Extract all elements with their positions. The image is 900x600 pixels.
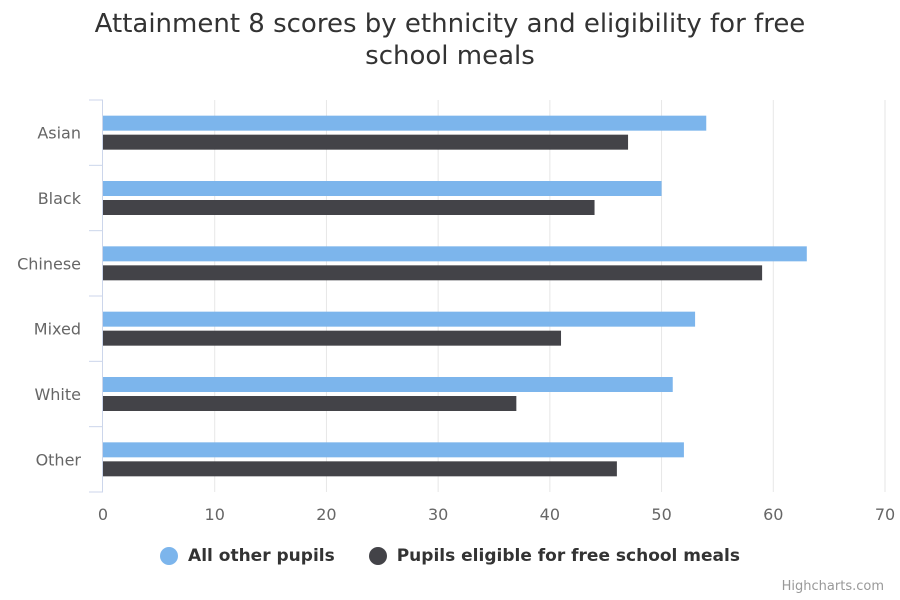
legend-item-all-other-pupils[interactable]: All other pupils (160, 546, 335, 566)
legend-label: Pupils eligible for free school meals (396, 546, 740, 566)
x-tick-label: 70 (875, 505, 895, 524)
y-tick-label: White (34, 385, 81, 404)
x-tick-label: 50 (651, 505, 671, 524)
y-tick-label: Mixed (34, 320, 81, 339)
x-tick-label: 40 (540, 505, 560, 524)
bar-fsm-pupils-other[interactable] (103, 461, 617, 477)
legend-label: All other pupils (188, 546, 335, 566)
legend-symbol-all-other-pupils (160, 547, 179, 565)
y-tick-label: Black (38, 189, 82, 208)
bar-all-other-pupils-black[interactable] (103, 181, 662, 196)
x-tick-label: 20 (316, 505, 336, 524)
y-tick-label: Other (36, 450, 82, 469)
bar-fsm-pupils-black[interactable] (103, 200, 595, 215)
legend-symbol-fsm-pupils (368, 547, 387, 565)
bar-all-other-pupils-white[interactable] (103, 377, 673, 392)
bar-fsm-pupils-mixed[interactable] (103, 330, 562, 346)
bar-all-other-pupils-chinese[interactable] (103, 246, 807, 262)
bar-fsm-pupils-chinese[interactable] (103, 265, 763, 281)
legend-item-fsm-pupils[interactable]: Pupils eligible for free school meals (368, 546, 740, 566)
x-tick-label: 10 (205, 505, 225, 524)
y-tick-label: Chinese (17, 254, 81, 273)
x-tick-label: 60 (763, 505, 783, 524)
bar-all-other-pupils-other[interactable] (103, 442, 684, 458)
x-tick-label: 0 (98, 505, 108, 524)
chart-title: Attainment 8 scores by ethnicity and eli… (94, 9, 806, 71)
y-tick-label: Asian (37, 124, 81, 143)
x-tick-label: 30 (428, 505, 448, 524)
legend: All other pupils Pupils eligible for fre… (0, 546, 900, 566)
credits-link[interactable]: Highcharts.com (781, 579, 884, 594)
bar-all-other-pupils-asian[interactable] (103, 115, 707, 131)
bar-fsm-pupils-white[interactable] (103, 396, 517, 411)
bar-fsm-pupils-asian[interactable] (103, 134, 629, 150)
bar-all-other-pupils-mixed[interactable] (103, 311, 696, 327)
